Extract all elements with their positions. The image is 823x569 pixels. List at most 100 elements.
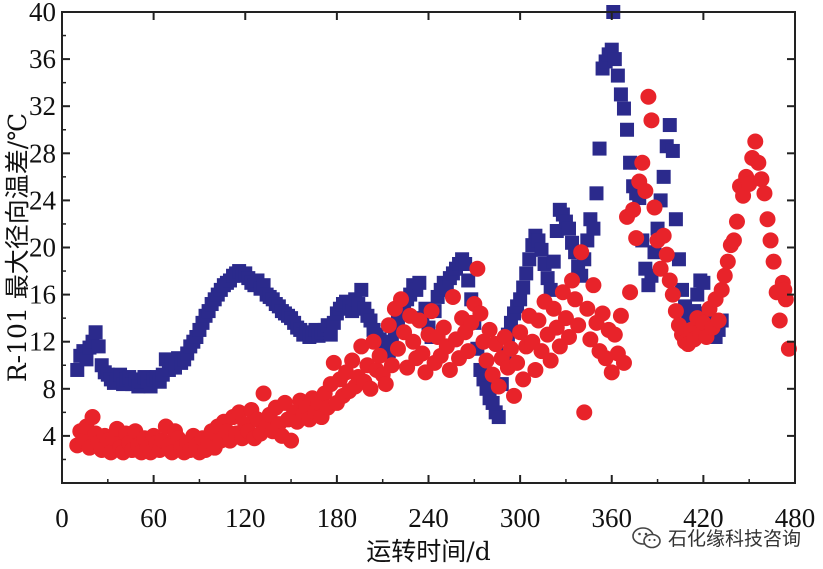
data-points (69, 5, 797, 461)
x-tick-label: 360 (592, 503, 633, 533)
data-point-series-2 (283, 432, 300, 449)
data-point-series-2 (652, 260, 669, 277)
wechat-icon (632, 526, 661, 548)
data-point-series-2 (560, 328, 577, 345)
data-point-series-2 (435, 319, 452, 336)
data-point-series-2 (353, 338, 370, 355)
data-point-series-1 (88, 325, 103, 340)
data-point-series-2 (573, 244, 590, 261)
data-point-series-2 (405, 333, 422, 350)
data-point-series-2 (389, 340, 406, 357)
data-point-series-2 (735, 187, 752, 204)
data-point-series-2 (762, 232, 779, 249)
data-point-series-2 (377, 376, 394, 393)
data-point-series-2 (557, 310, 574, 327)
data-point-series-2 (658, 246, 675, 263)
data-point-series-2 (564, 272, 581, 289)
data-point-series-2 (615, 354, 632, 371)
y-tick-label: 28 (29, 138, 56, 168)
data-point-series-2 (380, 317, 397, 334)
data-point-series-2 (728, 213, 745, 230)
x-tick-label: 120 (225, 503, 266, 533)
data-point-series-2 (444, 288, 461, 305)
data-point-series-2 (625, 201, 642, 218)
x-tick-label: 60 (140, 503, 167, 533)
data-point-series-2 (411, 312, 428, 329)
data-point-series-2 (716, 267, 733, 284)
data-point-series-2 (344, 352, 361, 369)
data-point-series-1 (586, 221, 601, 236)
data-point-series-2 (667, 303, 684, 320)
data-point-series-1 (671, 252, 686, 267)
x-tick-label: 0 (55, 503, 69, 533)
data-point-series-2 (509, 354, 526, 371)
data-point-series-2 (475, 333, 492, 350)
data-point-series-2 (545, 300, 562, 317)
watermark-text: 石化缘科技咨询 (667, 528, 801, 550)
plot-frame (61, 11, 796, 484)
y-tick-label: 20 (29, 233, 56, 263)
data-point-series-1 (354, 282, 369, 297)
data-point-series-1 (546, 254, 561, 269)
data-point-series-2 (481, 321, 498, 338)
y-tick-label: 36 (29, 44, 56, 74)
data-point-series-1 (668, 212, 683, 227)
data-point-series-2 (637, 182, 654, 199)
y-tick-label: 4 (43, 421, 57, 451)
data-point-series-1 (491, 410, 506, 425)
x-tick-label: 480 (775, 503, 816, 533)
data-point-series-2 (325, 354, 342, 371)
data-point-series-1 (656, 169, 671, 184)
data-point-series-2 (741, 175, 758, 192)
x-tick-label: 300 (500, 503, 541, 533)
data-point-series-1 (610, 68, 625, 83)
data-point-series-2 (765, 253, 782, 270)
data-point-series-2 (530, 312, 547, 329)
data-point-series-2 (756, 185, 773, 202)
data-point-series-2 (725, 232, 742, 249)
data-point-series-2 (255, 385, 272, 402)
data-point-series-2 (655, 227, 672, 244)
y-tick-label: 40 (29, 0, 56, 27)
data-point-series-1 (458, 256, 473, 271)
data-point-series-2 (414, 345, 431, 362)
data-point-series-2 (634, 154, 651, 171)
data-point-series-2 (585, 277, 602, 294)
data-point-series-1 (561, 221, 576, 236)
data-point-series-2 (231, 404, 248, 421)
data-point-series-1 (690, 287, 705, 302)
data-point-series-2 (478, 352, 495, 369)
data-point-series-1 (519, 266, 534, 281)
data-point-series-1 (534, 242, 549, 257)
data-point-series-1 (589, 186, 604, 201)
data-point-series-2 (423, 303, 440, 320)
data-point-series-2 (643, 112, 660, 129)
x-axis-title: 运转时间/d (366, 537, 490, 566)
data-point-series-2 (664, 286, 681, 303)
data-point-series-2 (362, 380, 379, 397)
x-tick-label: 240 (408, 503, 449, 533)
y-tick-label: 16 (29, 280, 56, 310)
data-point-series-2 (771, 312, 788, 329)
data-point-series-1 (543, 282, 558, 297)
data-point-series-1 (91, 339, 106, 354)
data-point-series-2 (713, 281, 730, 298)
data-point-series-2 (759, 211, 776, 228)
data-point-series-2 (371, 347, 388, 364)
data-point-series-1 (613, 87, 628, 102)
y-tick-label: 12 (29, 327, 56, 357)
x-tick-label: 420 (683, 503, 724, 533)
data-point-series-2 (441, 361, 458, 378)
data-point-series-2 (512, 324, 529, 341)
data-point-series-2 (484, 366, 501, 383)
data-point-series-2 (542, 352, 559, 369)
data-point-series-2 (383, 357, 400, 374)
data-point-series-2 (554, 284, 571, 301)
data-point-series-1 (592, 141, 607, 156)
y-tick-label: 32 (29, 91, 56, 121)
data-point-series-1 (647, 245, 662, 260)
data-point-series-2 (594, 305, 611, 322)
data-point-series-1 (323, 327, 338, 342)
x-tick-label: 180 (317, 503, 358, 533)
data-point-series-2 (603, 364, 620, 381)
